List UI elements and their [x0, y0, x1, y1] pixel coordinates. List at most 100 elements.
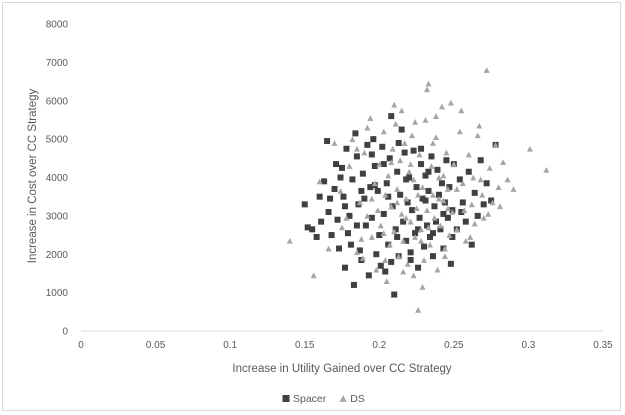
ds-point: [380, 230, 387, 236]
ds-point: [337, 188, 344, 194]
ds-point: [339, 224, 345, 231]
data-points: [286, 67, 550, 313]
ds-point: [440, 197, 447, 204]
ds-point: [388, 159, 395, 165]
spacer-point: [365, 272, 372, 279]
spacer-point: [395, 139, 402, 146]
ds-point: [504, 176, 511, 183]
spacer-point: [422, 172, 429, 179]
spacer-point: [370, 136, 377, 143]
spacer-point: [432, 218, 439, 225]
spacer-point: [437, 226, 444, 233]
ds-point: [441, 245, 448, 252]
spacer-point: [373, 251, 380, 258]
ds-point: [470, 174, 477, 181]
ds-point: [444, 186, 451, 192]
ds-point: [480, 214, 487, 221]
spacer-point: [421, 243, 428, 250]
ds-point: [382, 191, 389, 198]
ds-point: [392, 120, 399, 127]
y-tick-label: 3000: [46, 211, 69, 222]
ds-point: [353, 249, 360, 256]
spacer-point: [425, 187, 432, 194]
spacer-point: [428, 153, 435, 160]
spacer-point: [368, 214, 375, 221]
ds-point: [434, 266, 441, 273]
y-tick-label: 7000: [46, 58, 69, 69]
ds-point: [510, 186, 517, 192]
ds-point: [485, 211, 492, 217]
ds-point: [483, 67, 490, 73]
ds-point: [325, 245, 332, 252]
ds-point: [400, 268, 407, 275]
spacer-point: [401, 149, 408, 156]
ds-point: [358, 236, 365, 242]
ds-point: [349, 136, 356, 142]
ds-point: [444, 205, 451, 212]
ds-point: [353, 145, 360, 152]
spacer-point: [435, 191, 442, 198]
y-tick-label: 0: [62, 327, 68, 338]
spacer-point: [403, 176, 410, 183]
ds-point: [432, 113, 439, 119]
spacer-point: [386, 155, 393, 162]
ds-point: [388, 203, 395, 210]
spacer-point: [438, 180, 445, 187]
spacer-point: [400, 218, 407, 225]
ds-point: [331, 140, 338, 146]
ds-point: [468, 201, 475, 208]
spacer-point: [480, 201, 487, 208]
spacer-point: [349, 176, 356, 183]
ds-point: [446, 232, 453, 238]
spacer-point: [356, 247, 363, 254]
ds-point: [453, 186, 460, 192]
x-tick-label: 0.35: [593, 340, 613, 351]
spacer-point: [458, 209, 465, 216]
spacer-point: [425, 168, 432, 175]
ds-point: [400, 237, 407, 244]
spacer-point: [353, 222, 360, 229]
x-tick-label: 0.25: [444, 340, 464, 351]
ds-point: [465, 151, 472, 158]
ds-point: [368, 234, 375, 240]
ds-point: [374, 207, 381, 213]
spacer-point: [409, 207, 416, 214]
chart-frame: [2, 2, 621, 411]
spacer-point: [339, 164, 345, 171]
axis-ticks: 0 0.05 0.1 0.15 0.2 0.25 0.3 0.35 0 1000 2000 3000 4…: [46, 20, 613, 352]
spacer-point: [324, 138, 331, 145]
legend-ds-label: DS: [350, 393, 365, 405]
ds-point: [401, 140, 408, 146]
ds-point: [391, 101, 398, 108]
spacer-point: [407, 249, 414, 256]
ds-point: [368, 195, 375, 202]
spacer-point: [471, 189, 478, 196]
y-tick-label: 5000: [46, 135, 69, 146]
ds-point: [429, 191, 436, 198]
ds-point: [425, 224, 432, 231]
spacer-point: [328, 232, 335, 239]
spacer-point: [347, 241, 354, 248]
ds-point: [310, 272, 317, 279]
ds-point: [410, 176, 417, 183]
spacer-point: [407, 257, 414, 264]
spacer-point: [376, 232, 383, 239]
spacer-point: [334, 216, 341, 223]
legend: Spacer DS: [282, 393, 365, 405]
spacer-point: [412, 230, 419, 237]
spacer-point: [431, 203, 438, 210]
spacer-point: [367, 184, 374, 191]
ds-point: [403, 214, 410, 221]
spacer-point: [444, 214, 451, 221]
spacer-point: [416, 214, 423, 221]
x-tick-label: 0: [78, 340, 84, 351]
y-tick-label: 8000: [46, 20, 69, 31]
ds-point: [428, 163, 435, 169]
spacer-point: [368, 151, 375, 158]
ds-point: [376, 161, 383, 167]
ds-point: [443, 149, 450, 156]
spacer-point: [331, 186, 338, 193]
ds-point: [449, 209, 456, 215]
spacer-point: [424, 222, 431, 229]
ds-point: [395, 253, 402, 260]
